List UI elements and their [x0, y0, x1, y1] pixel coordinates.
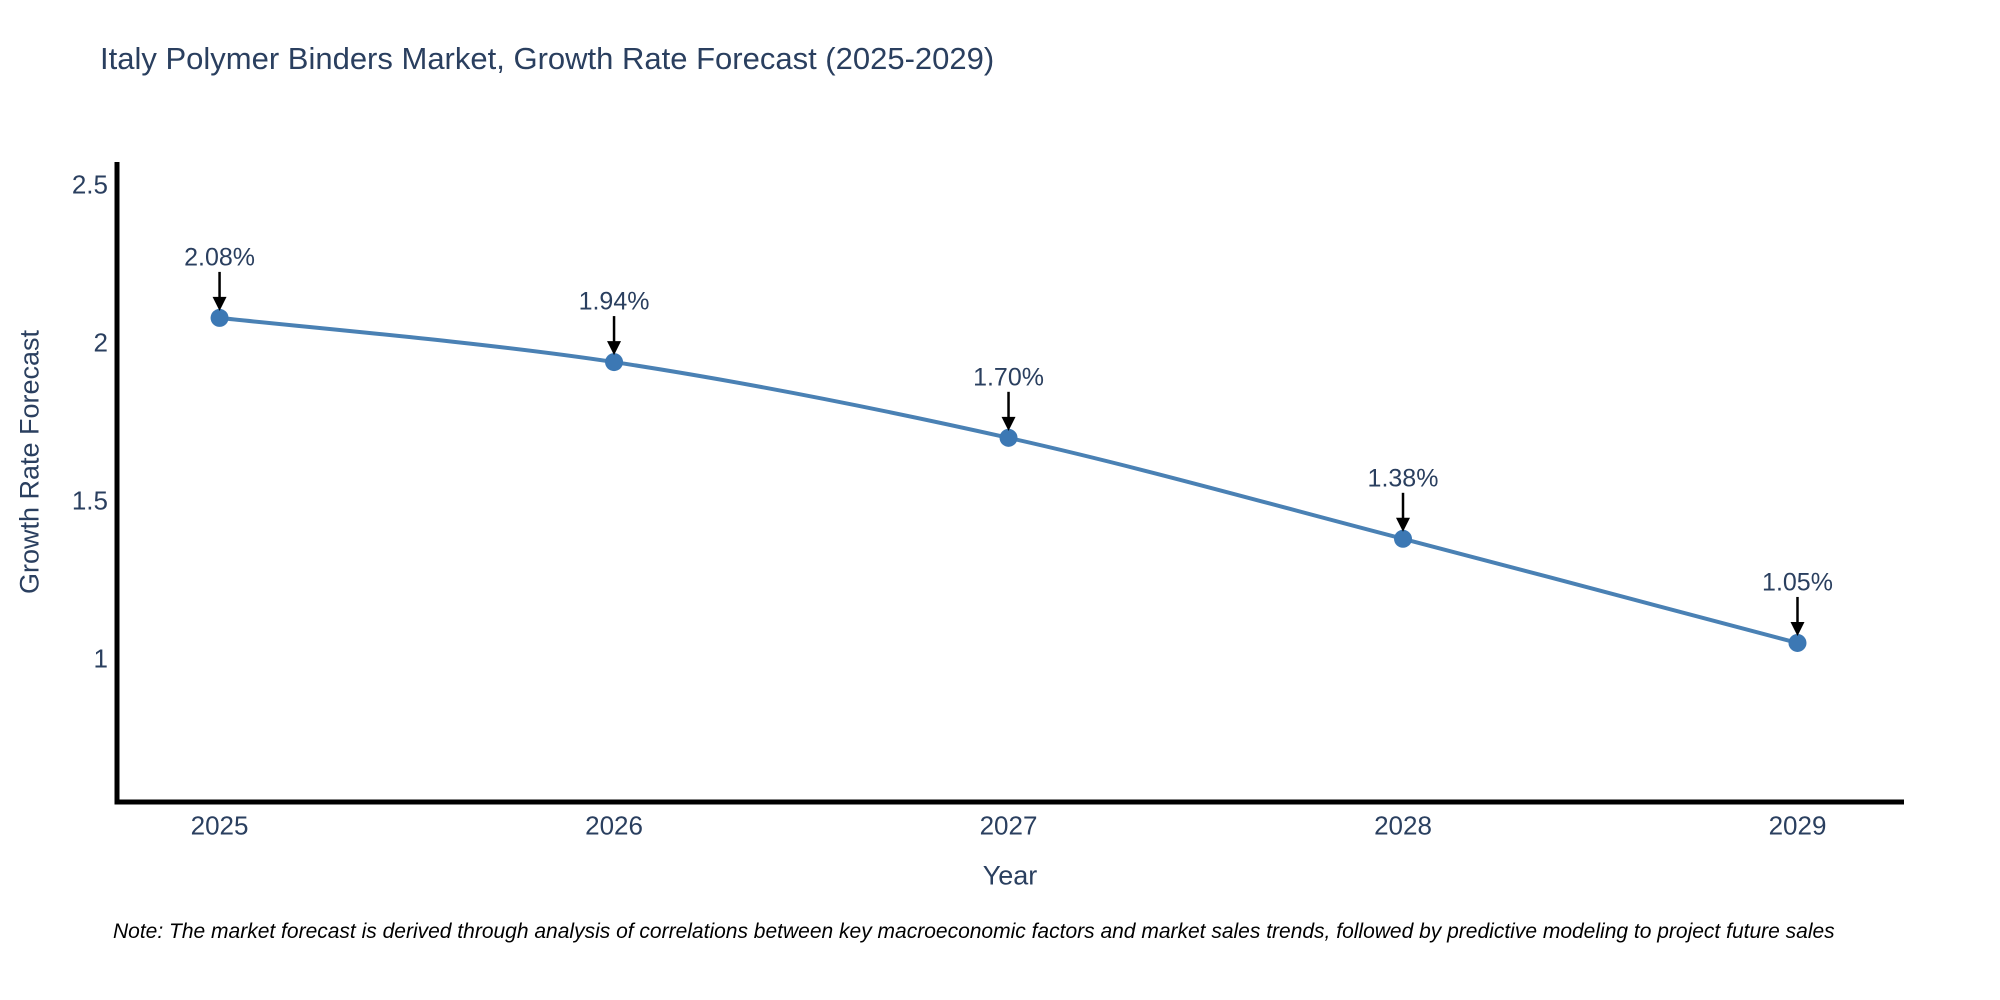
chart-note: Note: The market forecast is derived thr… — [113, 920, 1835, 943]
y-tick-label: 1 — [93, 643, 108, 674]
annotation-label: 1.70% — [973, 363, 1044, 392]
annotation-arrow-head — [1001, 416, 1016, 431]
chart-title: Italy Polymer Binders Market, Growth Rat… — [100, 41, 995, 76]
x-tick-label: 2026 — [585, 810, 643, 841]
data-point-marker — [605, 353, 624, 372]
data-point-marker — [999, 428, 1018, 447]
data-point-marker — [210, 308, 229, 327]
data-point-marker — [1394, 529, 1413, 548]
x-tick-label: 2027 — [979, 810, 1038, 841]
y-axis-title: Growth Rate Forecast — [14, 329, 45, 595]
annotation-label: 1.94% — [578, 287, 650, 316]
annotation-arrow-head — [1790, 621, 1805, 636]
data-point-marker — [1788, 633, 1807, 652]
annotation-arrow-head — [212, 296, 227, 311]
x-tick-label: 2025 — [190, 810, 249, 841]
y-tick-label: 2 — [93, 327, 108, 358]
x-axis-title: Year — [982, 860, 1038, 891]
axis-lines — [114, 162, 1904, 805]
y-tick-label: 2.5 — [71, 169, 108, 200]
annotation-label: 2.08% — [184, 243, 256, 272]
annotation-label: 1.38% — [1367, 464, 1439, 493]
annotation-label: 1.05% — [1762, 568, 1833, 597]
y-tick-label: 1.5 — [71, 485, 108, 516]
annotation-arrow-head — [1396, 517, 1411, 532]
annotation-arrow-head — [607, 341, 622, 356]
x-tick-label: 2029 — [1768, 810, 1827, 841]
x-tick-label: 2028 — [1374, 810, 1432, 841]
